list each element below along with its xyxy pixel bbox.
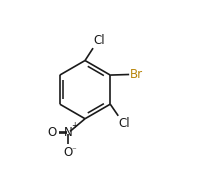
Text: ⁻: ⁻: [71, 146, 76, 155]
Text: Br: Br: [130, 68, 143, 81]
Text: Cl: Cl: [94, 34, 105, 47]
Text: +: +: [71, 121, 77, 130]
Text: O: O: [64, 146, 73, 159]
Text: N: N: [64, 126, 73, 139]
Text: O: O: [47, 126, 57, 139]
Text: Cl: Cl: [119, 117, 130, 130]
